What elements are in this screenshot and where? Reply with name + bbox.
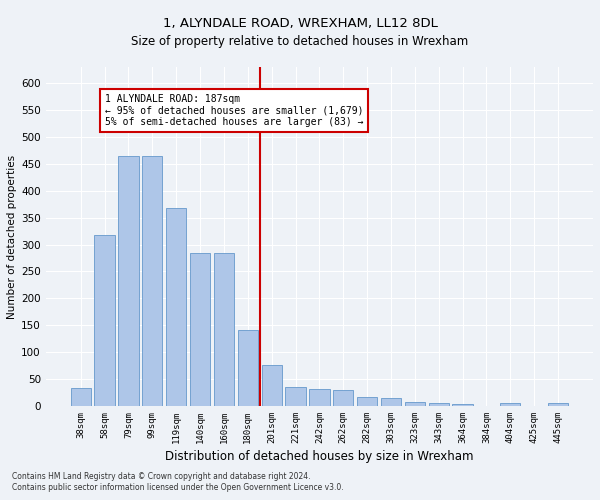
Bar — [118, 156, 139, 406]
Text: 1, ALYNDALE ROAD, WREXHAM, LL12 8DL: 1, ALYNDALE ROAD, WREXHAM, LL12 8DL — [163, 18, 437, 30]
Bar — [309, 389, 329, 406]
Bar — [548, 404, 568, 406]
Bar — [381, 398, 401, 406]
Bar — [357, 398, 377, 406]
Bar — [262, 365, 282, 406]
Text: Contains HM Land Registry data © Crown copyright and database right 2024.: Contains HM Land Registry data © Crown c… — [12, 472, 311, 481]
Bar — [452, 404, 473, 406]
Bar — [142, 156, 163, 406]
Bar — [166, 208, 187, 406]
Bar — [500, 403, 520, 406]
Y-axis label: Number of detached properties: Number of detached properties — [7, 154, 17, 318]
Bar — [238, 330, 258, 406]
Bar — [405, 402, 425, 406]
Bar — [71, 388, 91, 406]
Bar — [286, 387, 305, 406]
Bar — [214, 252, 234, 406]
Text: 1 ALYNDALE ROAD: 187sqm
← 95% of detached houses are smaller (1,679)
5% of semi-: 1 ALYNDALE ROAD: 187sqm ← 95% of detache… — [104, 94, 363, 127]
Bar — [190, 252, 210, 406]
Text: Size of property relative to detached houses in Wrexham: Size of property relative to detached ho… — [131, 35, 469, 48]
Text: Contains public sector information licensed under the Open Government Licence v3: Contains public sector information licen… — [12, 484, 344, 492]
Bar — [94, 236, 115, 406]
Bar — [428, 404, 449, 406]
X-axis label: Distribution of detached houses by size in Wrexham: Distribution of detached houses by size … — [165, 450, 473, 463]
Bar — [333, 390, 353, 406]
